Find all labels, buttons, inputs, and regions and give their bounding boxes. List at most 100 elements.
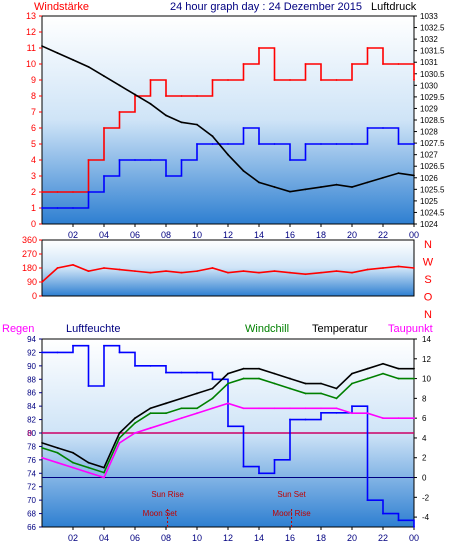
luftfeuchte-series-point <box>273 458 276 461</box>
wind-x-tick-label: 14 <box>254 230 264 240</box>
temperatur-series-point <box>196 392 198 395</box>
wind-gust-series-point <box>397 63 400 65</box>
direction-series-point <box>56 267 59 269</box>
windchill-series-point <box>41 446 43 449</box>
pressure-series-point <box>180 121 183 124</box>
direction-series-point <box>72 263 74 266</box>
temperatur-series-point <box>134 417 136 420</box>
luftfeuchte-series-point <box>289 418 291 421</box>
luftfeuchte-series-point <box>211 378 214 381</box>
humidity-x-tick-label: 02 <box>68 533 78 543</box>
humidity-x-tick-label: 22 <box>378 533 388 543</box>
humidity-y-tick-label: 74 <box>27 469 36 478</box>
pressure-y-tick-label: 1030.5 <box>420 70 445 79</box>
pressure-series-point <box>320 186 322 188</box>
windchill-series-point <box>72 461 74 464</box>
wind-speed-series-point <box>304 143 307 145</box>
taupunkt-series-point <box>41 456 43 459</box>
pressure-series-point <box>134 93 136 96</box>
temperature-y-tick-label: -2 <box>422 493 430 502</box>
humidity-y-tick-label: 70 <box>27 496 36 505</box>
temperatur-series-point <box>165 402 167 405</box>
wind-pressure-panel: 01234567891011121310241024.510251025.510… <box>26 11 445 240</box>
luftfeuchte-series-point <box>382 512 384 515</box>
taupunkt-series-point <box>289 407 291 410</box>
pressure-y-tick-label: 1032 <box>420 35 438 44</box>
luftfeuchte-series-point <box>397 519 400 522</box>
luftfeuchte-series-point <box>134 364 136 367</box>
wind-speed-series-point <box>196 143 198 145</box>
luftfeuchte-series-point <box>366 499 369 502</box>
direction-series-point <box>41 281 43 283</box>
pressure-series-point <box>56 52 59 54</box>
wind-speed-series-point <box>87 191 90 193</box>
temperatur-series-point <box>227 372 229 375</box>
taupunkt-series-point <box>165 422 167 425</box>
wind-y-tick-label: 1 <box>31 203 36 213</box>
humidity-x-tick-label: 16 <box>285 533 295 543</box>
direction-series-point <box>242 270 245 273</box>
wind-y-tick-label: 10 <box>26 59 36 69</box>
pressure-y-tick-label: 1031.5 <box>420 47 445 56</box>
taupunkt-series-point <box>118 441 121 444</box>
direction-series-point <box>118 268 121 271</box>
luftfeuchte-series-point <box>165 371 167 374</box>
regen-marker-label: 0 <box>28 429 33 438</box>
windchill-series-point <box>196 407 198 410</box>
legend-windchill: Windchill <box>245 323 289 335</box>
luftfeuchte-series-point <box>227 425 229 428</box>
wind-gust-series-point <box>196 95 198 97</box>
wind-y-tick-label: 9 <box>31 75 36 85</box>
luftfeuchte-series-point <box>149 364 152 367</box>
luftfeuchte-series-point <box>351 405 353 408</box>
taupunkt-series-point <box>397 417 400 420</box>
pressure-y-tick-label: 1024 <box>420 220 438 229</box>
wind-y-tick-label: 2 <box>31 187 36 197</box>
pressure-series-point <box>227 153 229 156</box>
wind-gust-series-point <box>258 47 260 49</box>
wind-speed-series-point <box>72 207 74 209</box>
humidity-y-tick-label: 76 <box>27 456 36 465</box>
direction-series-point <box>227 271 229 274</box>
wind-gust-series-point <box>41 191 43 193</box>
direction-series-point <box>87 270 90 273</box>
luftfeuchte-series-point <box>335 411 338 414</box>
taupunkt-series-point <box>382 417 384 420</box>
direction-series-point <box>289 271 291 274</box>
wind-speed-series-point <box>351 143 353 145</box>
legend-luftfeuchte: Luftfeuchte <box>66 323 120 335</box>
pressure-series-point <box>149 102 152 105</box>
humidity-y-tick-label: 90 <box>27 362 36 371</box>
direction-series-point <box>103 267 105 269</box>
humidity-x-tick-label: 06 <box>130 533 140 543</box>
windchill-series-point <box>118 437 121 439</box>
temperatur-series-point <box>103 466 105 469</box>
windchill-series-point <box>211 397 214 400</box>
taupunkt-series-point <box>56 461 59 464</box>
wind-x-tick-label: 02 <box>68 230 78 240</box>
pressure-series-point <box>351 186 353 188</box>
direction-y-tick-label: 180 <box>22 263 37 273</box>
humidity-y-tick-label: 66 <box>27 523 36 532</box>
pressure-y-tick-label: 1032.5 <box>420 24 445 33</box>
wind-gust-series-point <box>366 47 369 49</box>
astro-annotation: Sun Rise <box>151 490 184 499</box>
astro-annotation: Moon Set <box>143 509 178 518</box>
direction-series-point <box>134 270 136 273</box>
temperatur-series-point <box>351 372 353 375</box>
wind-gust-series-point <box>304 63 307 65</box>
direction-y-tick-label: 0 <box>32 291 37 301</box>
temperatur-series-point <box>180 397 183 400</box>
pressure-series-point <box>273 186 276 188</box>
wind-speed-series-point <box>397 143 400 145</box>
wind-gust-series-point <box>165 95 167 97</box>
luftfeuchte-series-point <box>56 351 59 354</box>
temperatur-series-point <box>87 461 90 464</box>
pressure-y-tick-label: 1026 <box>420 174 438 183</box>
pressure-y-tick-label: 1025.5 <box>420 185 445 194</box>
taupunkt-series-point <box>335 407 338 410</box>
windchill-series-point <box>382 372 384 375</box>
humidity-y-tick-label: 80 <box>27 429 36 438</box>
pressure-series-point <box>304 188 307 191</box>
temperatur-series-point <box>335 387 338 390</box>
